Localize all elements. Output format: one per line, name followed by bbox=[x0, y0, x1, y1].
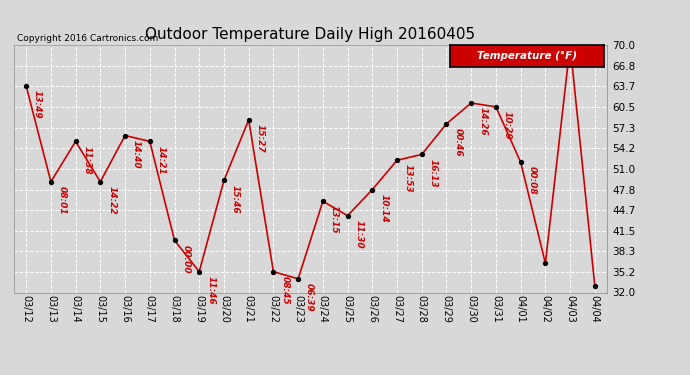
Point bbox=[144, 138, 155, 144]
Point bbox=[293, 276, 304, 282]
Point bbox=[243, 117, 254, 123]
Point bbox=[70, 138, 81, 144]
Text: 10:29: 10:29 bbox=[503, 111, 512, 140]
Text: 08:45: 08:45 bbox=[280, 276, 289, 304]
Point bbox=[564, 42, 575, 48]
Point bbox=[95, 179, 106, 185]
Point bbox=[540, 260, 551, 266]
Text: 10:14: 10:14 bbox=[380, 194, 388, 222]
Point bbox=[441, 121, 452, 127]
Text: 00:08: 00:08 bbox=[528, 166, 537, 195]
Text: 13:49: 13:49 bbox=[33, 90, 42, 119]
Point bbox=[119, 132, 130, 138]
Point bbox=[466, 100, 477, 106]
Point bbox=[194, 268, 205, 274]
Text: 08:01: 08:01 bbox=[58, 186, 67, 214]
Text: 14:21: 14:21 bbox=[157, 146, 166, 174]
Text: 00:00: 00:00 bbox=[181, 244, 190, 273]
Point bbox=[391, 157, 402, 163]
Text: 15:27: 15:27 bbox=[255, 124, 265, 153]
Text: 11:46: 11:46 bbox=[206, 276, 215, 304]
Text: 14:26: 14:26 bbox=[478, 107, 487, 136]
Point bbox=[268, 268, 279, 274]
Text: 11:30: 11:30 bbox=[355, 220, 364, 248]
Point bbox=[491, 104, 502, 110]
Text: 16:13: 16:13 bbox=[428, 159, 437, 187]
Point bbox=[589, 283, 600, 289]
Text: 14:40: 14:40 bbox=[132, 140, 141, 168]
Text: 06:39: 06:39 bbox=[305, 283, 314, 312]
Text: 00:46: 00:46 bbox=[453, 128, 462, 157]
Point bbox=[219, 177, 230, 183]
Point bbox=[515, 159, 526, 165]
Text: 13:15: 13:15 bbox=[330, 206, 339, 234]
Point bbox=[21, 83, 32, 89]
Title: Outdoor Temperature Daily High 20160405: Outdoor Temperature Daily High 20160405 bbox=[146, 27, 475, 42]
Text: 11:38: 11:38 bbox=[83, 146, 92, 174]
Text: 14:22: 14:22 bbox=[107, 186, 117, 214]
Point bbox=[367, 187, 378, 193]
Point bbox=[46, 179, 57, 185]
Text: 13:53: 13:53 bbox=[404, 165, 413, 193]
Point bbox=[342, 213, 353, 219]
Text: Copyright 2016 Cartronics.com: Copyright 2016 Cartronics.com bbox=[17, 33, 158, 42]
Point bbox=[317, 198, 328, 204]
Text: 15:46: 15:46 bbox=[231, 184, 240, 213]
Point bbox=[416, 152, 427, 157]
Point bbox=[169, 237, 180, 243]
